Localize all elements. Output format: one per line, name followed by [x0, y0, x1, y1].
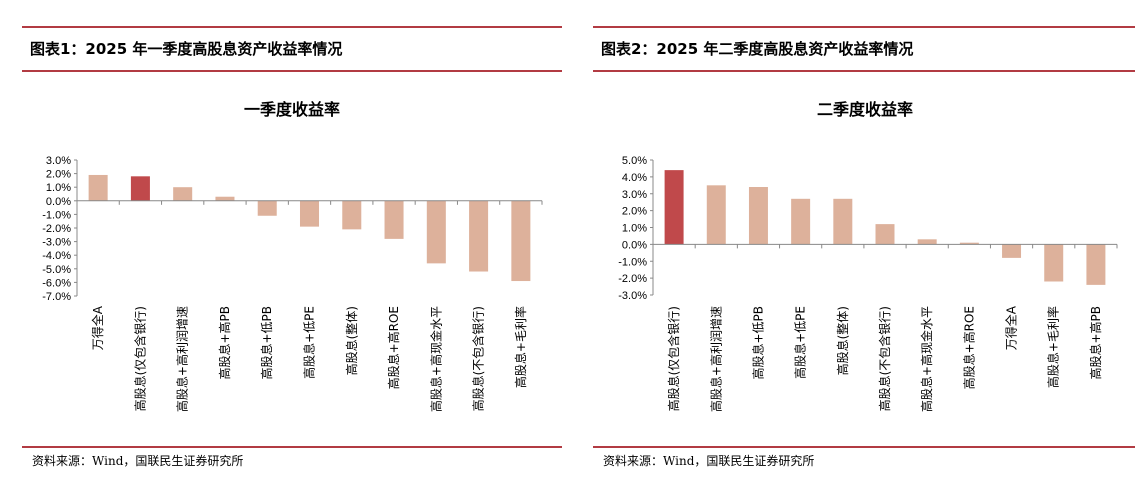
source-note: 资料来源：Wind，国联民生证券研究所 [32, 454, 244, 468]
y-tick-label: 1.0% [622, 223, 647, 235]
chart-title: 一季度收益率 [244, 100, 340, 119]
y-tick-label: 1.0% [46, 182, 71, 194]
y-tick-label: -3.0% [618, 290, 647, 302]
title-divider [22, 70, 562, 72]
y-tick-label: 3.0% [622, 189, 647, 201]
category-label: 高股息+高PB [1088, 306, 1103, 380]
y-tick-label: -1.0% [42, 209, 71, 221]
y-tick-label: 2.0% [622, 206, 647, 218]
category-label: 高股息+低PE [793, 306, 808, 379]
bar [88, 174, 108, 201]
category-label: 高股息+高ROE [386, 306, 401, 389]
category-label: 高股息+低PB [750, 306, 765, 380]
y-tick-label: 0.0% [46, 196, 71, 208]
bar [469, 200, 489, 272]
bar [959, 242, 979, 245]
bar [664, 170, 684, 245]
bar [1002, 244, 1022, 258]
y-tick-label: -1.0% [618, 256, 647, 268]
y-tick-label: 5.0% [622, 155, 647, 167]
bar [833, 198, 853, 245]
category-label: 万得全A [1004, 305, 1019, 350]
figure-title: 图表1：2025 年一季度高股息资产收益率情况 [30, 40, 343, 58]
y-tick-label: 3.0% [46, 155, 71, 167]
q1-return-chart: 一季度收益率 3.0% 2.0%1.0% 0.0%-1.0% -2.0% -3.0%-4.… [42, 100, 543, 412]
category-label: 高股息+高现金水平 [919, 306, 934, 412]
category-label: 高股息(仅包含银行) [666, 306, 681, 411]
y-tick-label: -3.0% [42, 237, 71, 249]
bar [791, 198, 811, 245]
category-label: 高股息(不包含银行) [471, 306, 486, 411]
category-label: 高股息+高现金水平 [428, 306, 443, 412]
bar [1086, 244, 1106, 285]
category-label: 高股息+毛利率 [513, 306, 528, 388]
category-label: 高股息(整体) [344, 306, 359, 375]
category-label: 高股息(整体) [835, 306, 850, 375]
figure-title: 图表2：2025 年二季度高股息资产收益率情况 [601, 40, 914, 58]
category-label: 高股息(不包含银行) [877, 306, 892, 411]
y-tick-label: 0.0% [622, 239, 647, 251]
q2-return-chart: 二季度收益率 5.0% 4.0% 3.0% 2.0% 1.0% 0.0% -1.0% -2.0%… [618, 100, 1118, 412]
bar [257, 200, 277, 216]
category-label: 高股息+毛利率 [1046, 306, 1061, 388]
bar [511, 200, 531, 282]
y-tick-label: -6.0% [42, 277, 71, 289]
y-tick-label: -2.0% [42, 223, 71, 235]
y-tick-label: -2.0% [618, 273, 647, 285]
bar [917, 239, 937, 245]
bar [384, 200, 404, 239]
bar [748, 187, 768, 245]
source-note: 资料来源：Wind，国联民生证券研究所 [603, 454, 815, 468]
bottom-divider [593, 446, 1135, 448]
category-label: 高股息+高ROE [961, 306, 976, 389]
title-divider [593, 70, 1135, 72]
bar [173, 187, 193, 201]
y-tick-label: -5.0% [42, 264, 71, 276]
y-tick-label: 4.0% [622, 172, 647, 184]
bar [342, 200, 362, 230]
category-label: 高股息+低PE [302, 306, 317, 379]
bar [130, 176, 150, 201]
bar [215, 196, 235, 201]
bar [1044, 244, 1064, 282]
category-label: 高股息(仅包含银行) [132, 306, 147, 411]
bar [426, 200, 446, 264]
left-figure-panel: 图表1：2025 年一季度高股息资产收益率情况 一季度收益率 3.0% 2.0% 1.… [22, 0, 562, 478]
y-tick-label: -4.0% [42, 250, 71, 262]
chart-title: 二季度收益率 [817, 100, 913, 119]
bar [875, 224, 895, 245]
bar [299, 200, 320, 227]
bar [706, 185, 726, 245]
category-label: 高股息+高利润增速 [175, 306, 190, 412]
y-tick-label: -7.0% [42, 291, 71, 303]
top-divider [593, 26, 1135, 28]
y-tick-label: 2.0% [46, 169, 71, 181]
right-figure-panel: 图表2：2025 年二季度高股息资产收益率情况 二季度收益率 5.0% 4.0% 3.… [593, 0, 1135, 478]
category-label: 万得全A [90, 305, 105, 350]
category-label: 高股息+高利润增速 [708, 306, 723, 412]
top-divider [22, 26, 562, 28]
category-label: 高股息+高PB [217, 306, 232, 380]
category-label: 高股息+低PB [259, 306, 274, 380]
bottom-divider [22, 446, 562, 448]
